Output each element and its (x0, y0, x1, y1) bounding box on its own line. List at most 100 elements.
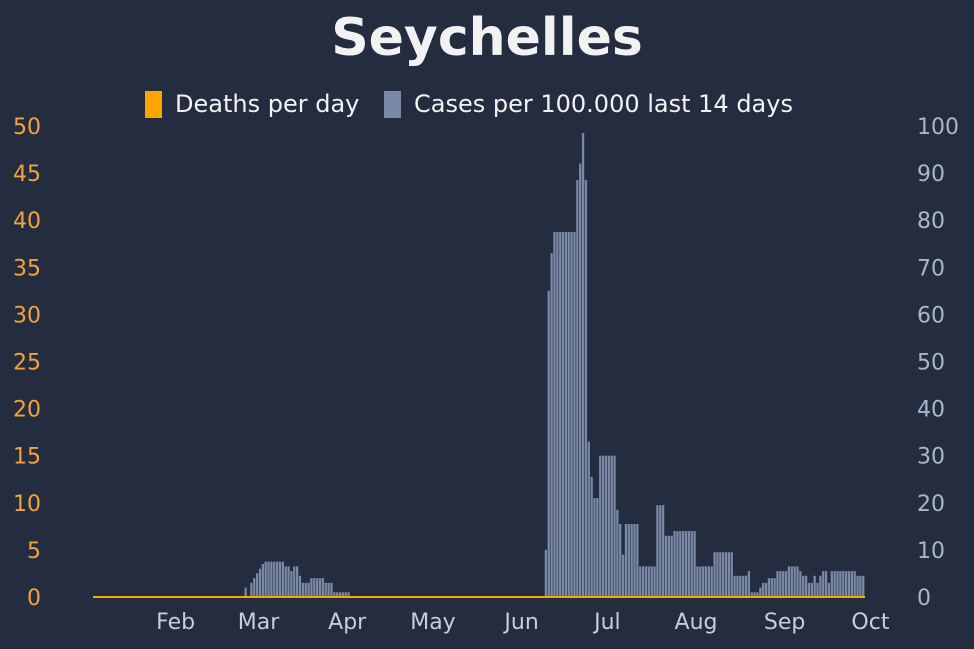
left-tick-label: 5 (27, 539, 41, 564)
right-tick-label: 20 (917, 492, 945, 517)
right-tick-label: 0 (917, 586, 931, 611)
x-tick-label: Jun (502, 610, 538, 635)
cases-bar (553, 231, 556, 597)
left-tick-label: 40 (13, 209, 41, 234)
x-tick-label: May (410, 610, 455, 635)
cases-bar (684, 531, 688, 597)
cases-bar (853, 571, 856, 597)
x-tick-label: Feb (156, 610, 195, 635)
right-tick-label: 60 (917, 303, 945, 328)
cases-bar (822, 571, 825, 597)
right-tick-label: 90 (917, 162, 945, 187)
left-tick-label: 25 (13, 351, 41, 376)
right-tick-label: 10 (917, 539, 945, 564)
cases-bar (650, 566, 653, 597)
legend-swatch-deaths (145, 91, 162, 118)
cases-bar (710, 566, 713, 597)
legend-swatch-cases (384, 91, 401, 118)
cases-bar (707, 566, 710, 597)
left-tick-label: 20 (13, 398, 41, 423)
cases-bar (713, 552, 716, 597)
cases-bar (570, 231, 573, 597)
cases-bar (759, 587, 762, 597)
right-tick-label: 50 (917, 351, 945, 376)
cases-bar (607, 455, 610, 597)
cases-bar (747, 571, 751, 597)
cases-bar (630, 524, 633, 597)
cases-bar (290, 571, 293, 597)
cases-bar (547, 290, 550, 597)
cases-bar (559, 231, 562, 597)
cases-bar (656, 505, 659, 597)
cases-bar (561, 231, 565, 597)
cases-bar (576, 180, 579, 598)
cases-bar (327, 582, 330, 597)
cases-bar (621, 554, 625, 597)
left-tick-label: 0 (27, 586, 41, 611)
x-tick-label: Sep (764, 610, 805, 635)
cases-bar (716, 552, 719, 597)
cases-bar (687, 531, 690, 597)
cases-bar (773, 578, 776, 597)
cases-bar (827, 582, 831, 597)
cases-bar (633, 524, 636, 597)
cases-bar (344, 592, 347, 597)
right-tick-label: 40 (917, 398, 945, 423)
cases-bar (253, 578, 256, 597)
cases-bar (847, 571, 851, 597)
cases-bar (730, 552, 733, 597)
cases-bar (830, 571, 833, 597)
cases-bar (770, 578, 773, 597)
x-tick-label: Oct (851, 610, 889, 635)
cases-bar (278, 561, 282, 597)
cases-bar (270, 561, 273, 597)
cases-bar (813, 575, 816, 597)
cases-bar (804, 575, 808, 597)
cases-bar (842, 571, 845, 597)
cases-bar (762, 582, 765, 597)
cases-bar (301, 582, 304, 597)
cases-bar (719, 552, 722, 597)
cases-bar (647, 566, 650, 597)
cases-bar (567, 231, 570, 597)
left-tick-label: 10 (13, 492, 41, 517)
cases-bar (756, 592, 759, 597)
cases-bar (676, 531, 679, 597)
cases-bar (616, 509, 619, 597)
cases-bar (330, 582, 333, 597)
cases-bar (579, 163, 582, 597)
cases-bar (304, 582, 307, 597)
cases-bar (787, 566, 791, 597)
cases-bar (776, 571, 779, 597)
cases-bar (587, 441, 590, 597)
cases-bar (639, 566, 642, 597)
legend: Deaths per day Cases per 100.000 last 14… (145, 90, 793, 118)
cases-bar (296, 566, 299, 597)
cases-bar (664, 535, 668, 597)
cases-bar (255, 573, 259, 597)
cases-bar (796, 566, 799, 597)
cases-bar (862, 575, 865, 597)
cases-bar (293, 566, 296, 597)
chart-title: Seychelles (331, 8, 643, 68)
cases-bar (641, 566, 645, 597)
cases-bar (850, 571, 853, 597)
x-axis-ticks: Feb Mar Apr May Jun Jul Aug Sep Oct (156, 610, 890, 635)
cases-bar (819, 575, 822, 597)
cases-bar (704, 566, 708, 597)
cases-bar (564, 231, 568, 597)
cases-bar (736, 575, 739, 597)
cases-bar (699, 566, 702, 597)
cases-bar (619, 524, 622, 597)
cases-bar (807, 582, 811, 597)
right-tick-label: 100 (917, 115, 959, 140)
cases-bar (321, 578, 324, 597)
cases-bar (836, 571, 839, 597)
cases-bar (679, 531, 682, 597)
cases-bar (744, 575, 748, 597)
cases-bar (261, 564, 264, 597)
cases-bars (244, 133, 865, 598)
cases-bar (793, 566, 796, 597)
x-tick-label: Apr (328, 610, 367, 635)
